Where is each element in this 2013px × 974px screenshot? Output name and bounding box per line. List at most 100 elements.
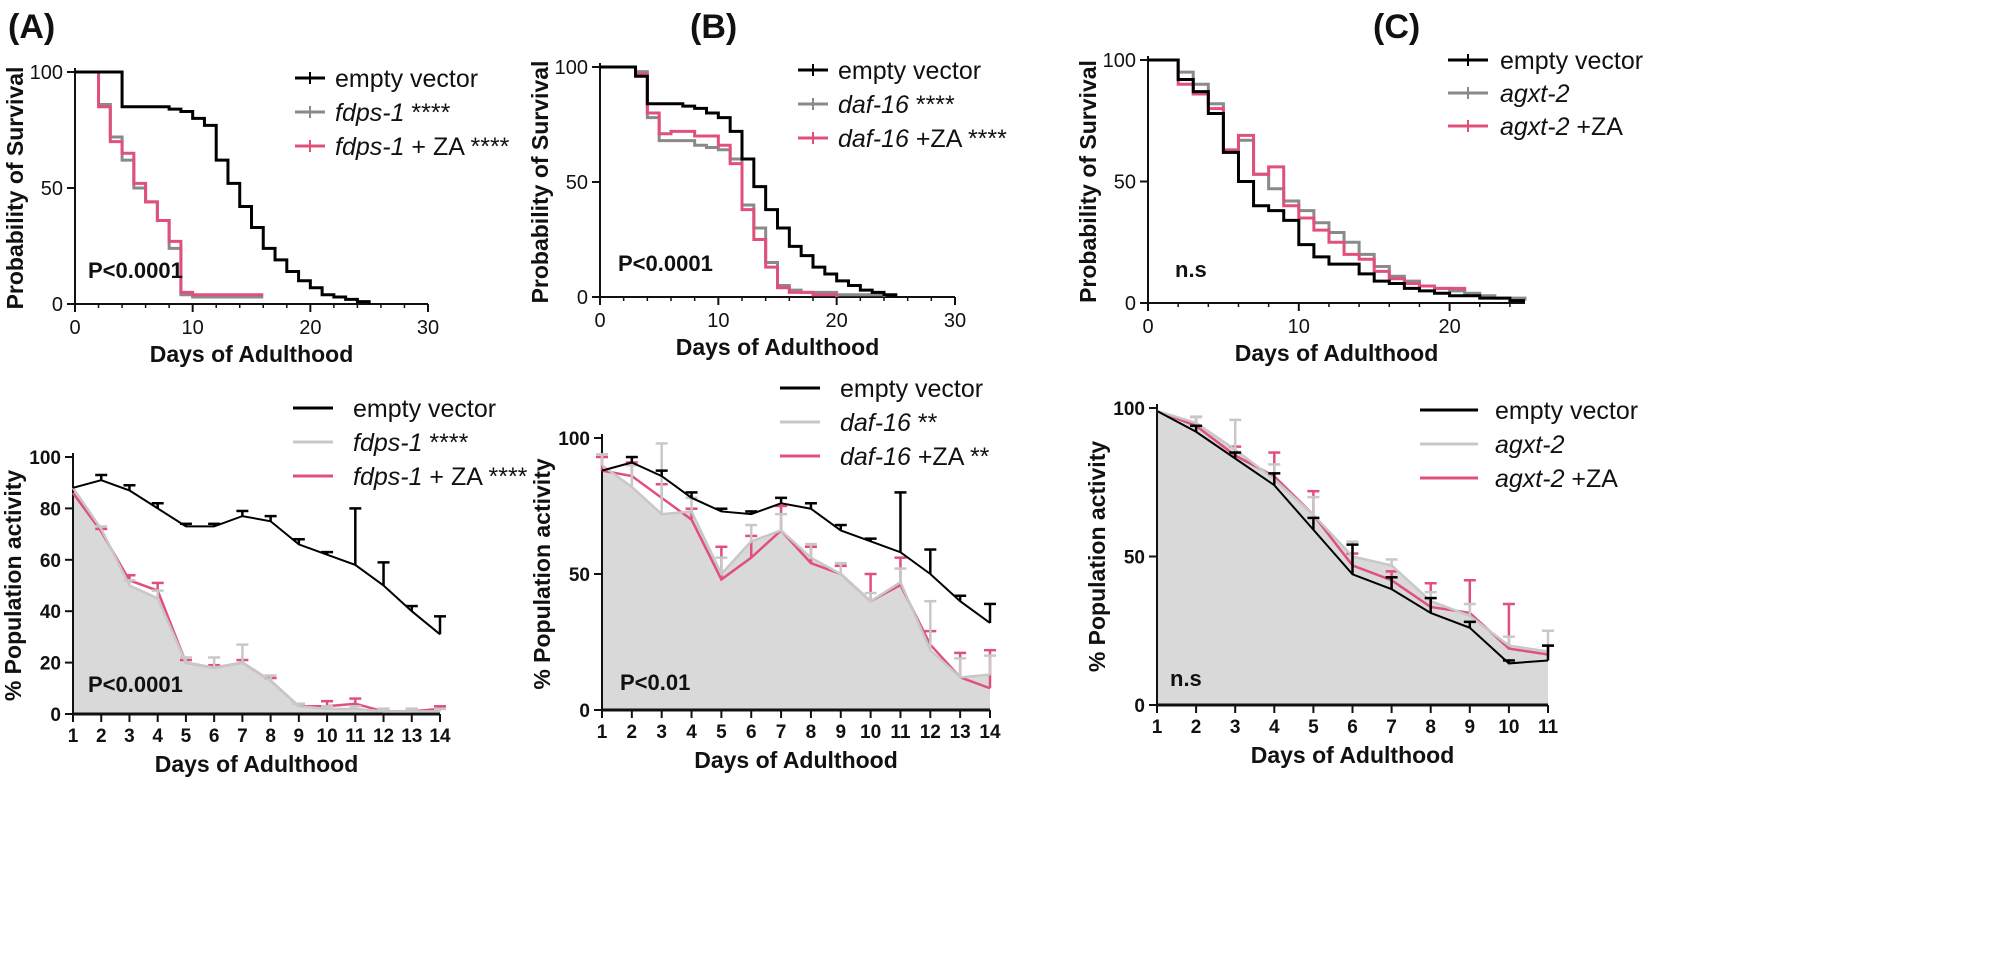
legend-label: agxt-2 +ZA — [1500, 113, 1623, 141]
panel-label-a: (A) — [8, 8, 55, 46]
legend-label: empty vector — [1500, 47, 1643, 75]
x-tick-label: 20 — [1438, 316, 1460, 338]
x-tick-label: 3 — [1230, 717, 1241, 738]
x-tick-label: 20 — [299, 317, 321, 339]
legend-label: agxt-2 — [1495, 431, 1565, 459]
legend-label-text: empty vector — [838, 57, 981, 85]
x-tick-label: 30 — [417, 317, 439, 339]
x-tick-label: 10 — [1498, 717, 1519, 738]
y-tick-label: 50 — [1124, 548, 1145, 569]
p-value-annotation: P<0.0001 — [618, 251, 713, 276]
chart-c-activity: 0 50 100 1 2 3 4 5 6 7 8 9 10 11 Days of Adulthood % Po… — [1084, 397, 1638, 768]
x-tick-label: 2 — [1191, 717, 1202, 738]
series-line-1 — [71, 487, 440, 713]
x-axis-title: Days of Adulthood — [155, 751, 359, 777]
x-tick-label: 1 — [597, 722, 608, 743]
p-value-annotation: P<0.01 — [620, 670, 690, 695]
chart-a-survival: 0 50 100 0 10 20 30 Days of Adulthood Probabilit… — [2, 62, 510, 367]
x-axis-title: Days of Adulthood — [676, 334, 880, 360]
legend-label-gene: fdps-1 — [335, 99, 404, 127]
y-axis-title: % Population activity — [529, 458, 555, 690]
legend-label-gene: agxt-2 — [1500, 113, 1570, 141]
legend-label: daf-16 +ZA ** — [840, 443, 990, 471]
legend-label-gene: daf-16 — [840, 409, 911, 437]
legend-label-text: +ZA **** — [909, 125, 1007, 153]
legend-label-gene: fdps-1 — [335, 133, 404, 161]
legend-label: empty vector — [1495, 397, 1638, 425]
series-line-0 — [1148, 58, 1525, 303]
y-tick-label: 50 — [569, 565, 590, 586]
x-tick-label: 8 — [1425, 717, 1436, 738]
y-tick-label: 80 — [40, 499, 61, 520]
x-tick-label: 9 — [1465, 717, 1476, 738]
x-axis-title: Days of Adulthood — [1235, 340, 1439, 366]
x-tick-label: 8 — [265, 726, 276, 747]
x-tick-label: 11 — [345, 726, 366, 747]
legend-label: empty vector — [838, 57, 981, 85]
series-line-0 — [600, 65, 898, 297]
legend-label: agxt-2 +ZA — [1495, 465, 1618, 493]
x-tick-label: 10 — [860, 722, 881, 743]
x-tick-label: 10 — [707, 310, 729, 332]
legend-label: daf-16 ** — [840, 409, 938, 437]
series-line-0 — [75, 70, 371, 304]
legend-label-gene: agxt-2 — [1500, 80, 1570, 108]
series-line-1 — [600, 65, 886, 297]
y-axis-title: % Population activity — [1084, 441, 1110, 673]
p-value-annotation: n.s — [1175, 257, 1207, 282]
x-tick-label: 4 — [152, 726, 163, 747]
series-line-0 — [601, 461, 991, 624]
legend-label: fdps-1 **** — [353, 429, 469, 457]
y-axis-title: % Population activity — [0, 470, 26, 702]
x-tick-label: 6 — [746, 722, 757, 743]
y-tick-label: 0 — [52, 294, 63, 316]
y-axis-title: Probability of Survival — [2, 67, 28, 310]
y-tick-label: 60 — [40, 551, 61, 572]
legend-label-text: + ZA **** — [404, 133, 509, 161]
x-tick-label: 5 — [181, 726, 192, 747]
y-tick-label: 50 — [1114, 172, 1136, 194]
p-value-annotation: n.s — [1170, 666, 1202, 691]
legend-label: daf-16 **** — [838, 91, 955, 119]
x-tick-label: 1 — [68, 726, 79, 747]
panel-label-b: (B) — [690, 8, 737, 46]
legend-label-text: +ZA — [1564, 465, 1618, 493]
p-value-annotation: P<0.0001 — [88, 258, 183, 283]
y-tick-label: 100 — [29, 448, 61, 469]
legend-label: empty vector — [353, 395, 496, 423]
legend-label-gene: daf-16 — [838, 125, 909, 153]
legend-label-gene: agxt-2 — [1495, 431, 1565, 459]
legend-label: daf-16 +ZA **** — [838, 125, 1007, 153]
legend-label-text: + ZA **** — [422, 463, 527, 491]
area-fill — [602, 465, 990, 710]
x-axis-title: Days of Adulthood — [1251, 742, 1455, 768]
x-tick-label: 4 — [686, 722, 697, 743]
x-tick-label: 12 — [373, 726, 394, 747]
legend-label-text: ** — [911, 409, 938, 437]
x-tick-label: 3 — [124, 726, 135, 747]
legend-label-text: empty vector — [1495, 397, 1638, 425]
y-tick-label: 50 — [41, 178, 63, 200]
chart-b-survival: 0 50 100 0 10 20 30 Days of Adulthood Probabilit… — [527, 57, 1007, 360]
x-tick-label: 5 — [716, 722, 727, 743]
series-line-2 — [75, 70, 264, 297]
legend-label-text: empty vector — [1500, 47, 1643, 75]
y-tick-label: 50 — [566, 172, 588, 194]
legend-label: fdps-1 **** — [335, 99, 451, 127]
x-tick-label: 11 — [890, 722, 911, 743]
legend-label: agxt-2 — [1500, 80, 1570, 108]
x-tick-label: 0 — [594, 310, 605, 332]
x-tick-label: 20 — [826, 310, 848, 332]
legend-label-gene: fdps-1 — [353, 463, 422, 491]
p-value-annotation: P<0.0001 — [88, 672, 183, 697]
y-tick-label: 100 — [30, 62, 63, 84]
x-tick-label: 11 — [1538, 717, 1559, 738]
y-tick-label: 0 — [50, 705, 61, 726]
legend-label: empty vector — [840, 375, 983, 403]
panel-label-c: (C) — [1373, 8, 1420, 46]
series-line-2 — [600, 65, 839, 297]
